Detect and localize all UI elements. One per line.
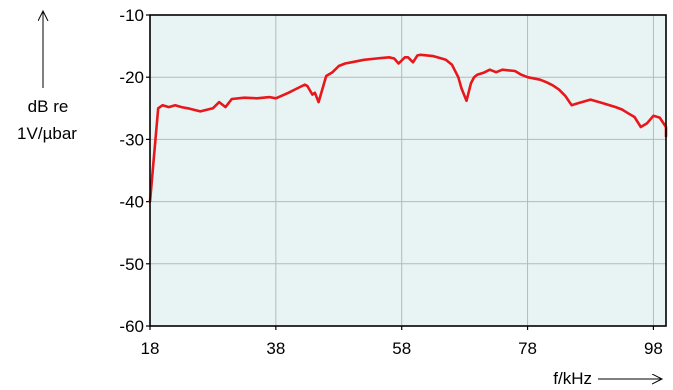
- y-tick-label: -50: [119, 255, 144, 274]
- y-tick-label: -30: [119, 130, 144, 149]
- plot-area: [150, 15, 666, 326]
- y-axis-label-line2: 1V/µbar: [17, 124, 77, 143]
- x-tick-label: 58: [392, 339, 411, 358]
- x-tick-label: 38: [266, 339, 285, 358]
- x-tick-label: 98: [644, 339, 663, 358]
- x-axis-label: f/kHz: [553, 369, 592, 388]
- series-line: [148, 53, 668, 203]
- x-tick-label: 18: [141, 339, 160, 358]
- y-tick-label: -40: [119, 193, 144, 212]
- x-tick-label: 78: [518, 339, 537, 358]
- x-tick-labels: 18 38 58 78 98: [141, 339, 663, 358]
- grid: [150, 15, 666, 326]
- y-tick-label: -20: [119, 68, 144, 87]
- plot-frame: [149, 14, 667, 327]
- y-tick-labels: -10 -20 -30 -40 -50 -60: [119, 6, 144, 336]
- y-axis-label-line1: dB re: [28, 97, 69, 116]
- y-tick-label: -10: [119, 6, 144, 25]
- y-tick-label: -60: [119, 317, 144, 336]
